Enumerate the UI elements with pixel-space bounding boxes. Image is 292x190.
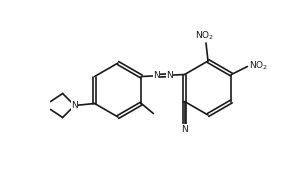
Text: N: N xyxy=(181,124,188,134)
Text: NO$_2$: NO$_2$ xyxy=(195,29,215,42)
Text: N: N xyxy=(166,71,173,80)
Text: NO$_2$: NO$_2$ xyxy=(249,59,269,72)
Text: N: N xyxy=(71,101,78,110)
Text: N: N xyxy=(153,71,160,80)
